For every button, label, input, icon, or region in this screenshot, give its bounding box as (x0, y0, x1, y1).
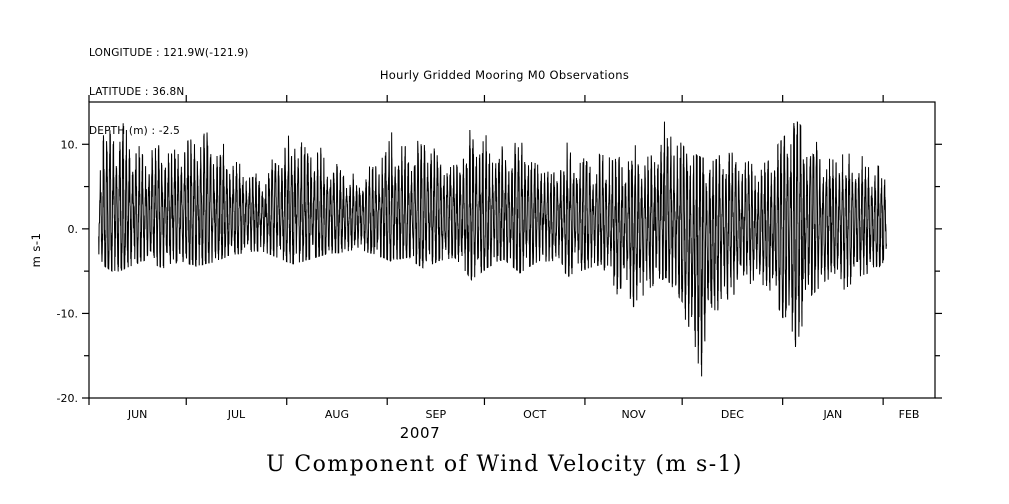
metadata-depth: DEPTH (m) : -2.5 (89, 125, 181, 137)
x-axis-title-text: 2007 (400, 424, 441, 442)
x-tick-label: OCT (523, 408, 546, 421)
y-axis-title-text: m s-1 (29, 233, 43, 268)
x-axis-title: 2007 (400, 424, 441, 442)
x-tick-label: SEP (426, 408, 447, 421)
x-axis-ticks (88, 95, 884, 405)
station-metadata: LONGITUDE : 121.9W(-121.9) LATITUDE : 36… (89, 21, 249, 164)
x-tick-label: NOV (621, 408, 646, 421)
y-axis-tick-labels: 10. 0. -10. -20. (57, 138, 78, 405)
y-axis-title: m s-1 (29, 233, 43, 268)
data-series (98, 121, 887, 377)
x-tick-label: JUL (227, 408, 246, 421)
y-tick-label: 10. (61, 138, 79, 151)
y-tick-label: -20. (57, 392, 78, 405)
chart-title: Hourly Gridded Mooring M0 Observations (379, 68, 630, 82)
x-tick-label: JAN (822, 408, 842, 421)
y-tick-label: -10. (57, 307, 78, 320)
x-tick-label: FEB (899, 408, 920, 421)
x-tick-label: AUG (325, 408, 349, 421)
figure-caption: U Component of Wind Velocity (m s-1) (266, 452, 743, 477)
plot-frame (88, 101, 936, 399)
metadata-latitude: LATITUDE : 36.8N (89, 86, 185, 98)
y-axis-ticks (82, 143, 942, 399)
wind-u-series-line (98, 121, 887, 377)
metadata-longitude: LONGITUDE : 121.9W(-121.9) (89, 47, 249, 59)
frame-rect (88, 101, 936, 399)
x-axis-tick-labels: JUN JUL AUG SEP OCT NOV DEC JAN FEB (127, 408, 920, 421)
x-tick-label: DEC (721, 408, 744, 421)
y-tick-label: 0. (68, 223, 79, 236)
x-tick-label: JUN (127, 408, 148, 421)
